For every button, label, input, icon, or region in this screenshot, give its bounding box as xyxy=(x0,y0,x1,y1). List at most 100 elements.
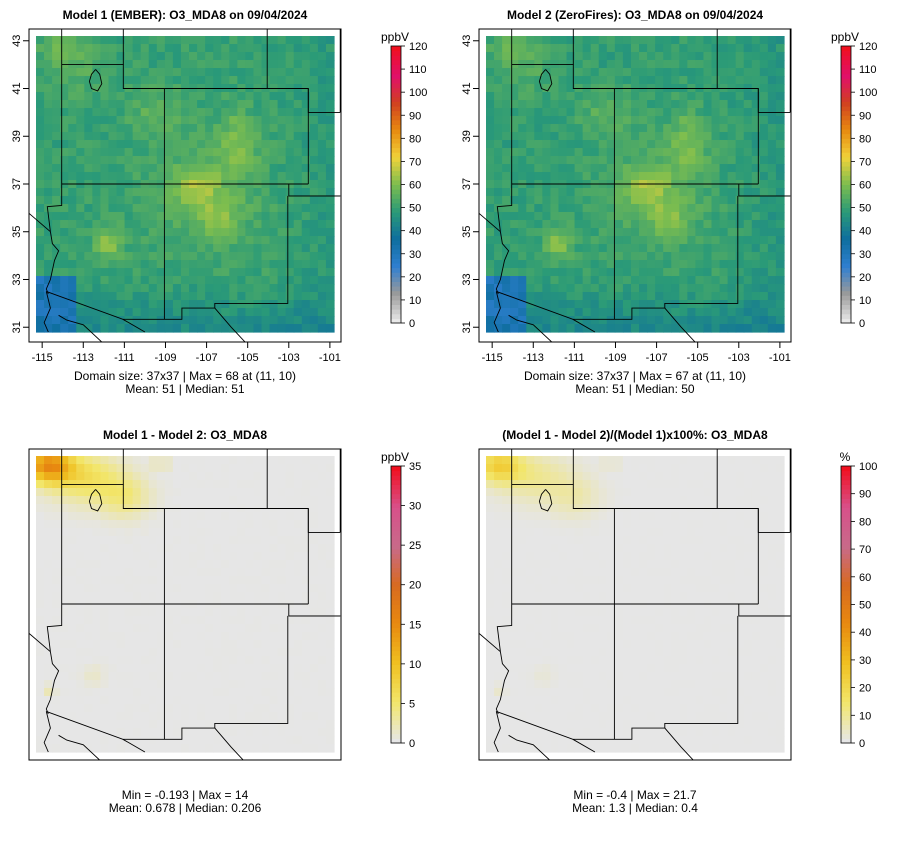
heatmap-cell xyxy=(165,324,174,333)
heatmap-cell xyxy=(245,116,254,125)
heatmap-cell xyxy=(294,672,303,681)
heatmap-cell xyxy=(141,124,150,133)
heatmap-cell xyxy=(100,116,109,125)
heatmap-cell xyxy=(663,44,672,53)
heatmap-cell xyxy=(534,124,543,133)
heatmap-cell xyxy=(108,576,117,585)
heatmap-cell xyxy=(125,44,134,53)
heatmap-cell xyxy=(486,616,495,625)
heatmap-cell xyxy=(237,528,246,537)
heatmap-cell xyxy=(36,456,45,465)
heatmap-cell xyxy=(262,672,271,681)
heatmap-cell xyxy=(221,148,230,157)
colorbar-segment xyxy=(391,701,401,706)
heatmap-cell xyxy=(229,528,238,537)
heatmap-cell xyxy=(760,252,769,261)
heatmap-cell xyxy=(494,552,503,561)
heatmap-cell xyxy=(518,464,527,473)
heatmap-cell xyxy=(752,188,761,197)
heatmap-cell xyxy=(245,276,254,285)
heatmap-cell xyxy=(567,456,576,465)
heatmap-cell xyxy=(237,536,246,545)
heatmap-cell xyxy=(133,480,142,489)
heatmap-cell xyxy=(245,76,254,85)
colorbar-segment xyxy=(841,148,851,153)
heatmap-cell xyxy=(189,236,198,245)
colorbar-tick-label: 120 xyxy=(409,41,427,53)
heatmap-cell xyxy=(84,688,93,697)
heatmap-cell xyxy=(108,608,117,617)
colorbar-segment xyxy=(841,157,851,162)
heatmap-cell xyxy=(189,76,198,85)
colorbar-segment xyxy=(841,314,851,319)
heatmap-cell xyxy=(615,300,624,309)
heatmap-cell xyxy=(302,616,311,625)
heatmap-cell xyxy=(229,92,238,101)
heatmap-cell xyxy=(318,252,327,261)
heatmap-cell xyxy=(173,608,182,617)
heatmap-cell xyxy=(278,60,287,69)
heatmap-cell xyxy=(149,616,158,625)
heatmap-cell xyxy=(671,228,680,237)
heatmap-cell xyxy=(221,688,230,697)
heatmap-cell xyxy=(302,568,311,577)
heatmap-cell xyxy=(92,552,101,561)
heatmap-cell xyxy=(108,640,117,649)
heatmap-cell xyxy=(245,172,254,181)
heatmap-cell xyxy=(92,228,101,237)
heatmap-cell xyxy=(157,496,166,505)
heatmap-cell xyxy=(286,116,295,125)
heatmap-cell xyxy=(631,196,640,205)
heatmap-cell xyxy=(149,132,158,141)
heatmap-cell xyxy=(526,276,535,285)
heatmap-cell xyxy=(326,608,335,617)
heatmap-cell xyxy=(262,228,271,237)
heatmap-cell xyxy=(117,496,126,505)
colorbar-segment xyxy=(841,138,851,143)
heatmap-cell xyxy=(100,592,109,601)
heatmap-cell xyxy=(100,536,109,545)
heatmap-cell xyxy=(302,456,311,465)
heatmap-cell xyxy=(558,84,567,93)
heatmap-cell xyxy=(294,108,303,117)
heatmap-cell xyxy=(125,464,134,473)
heatmap-cell xyxy=(108,316,117,325)
heatmap-cell xyxy=(310,632,319,641)
heatmap-cell xyxy=(221,292,230,301)
heatmap-cell xyxy=(84,624,93,633)
heatmap-cell xyxy=(205,744,214,753)
heatmap-cell xyxy=(68,728,77,737)
heatmap-cell xyxy=(768,252,777,261)
heatmap-cell xyxy=(575,308,584,317)
heatmap-cell xyxy=(494,664,503,673)
heatmap-cell xyxy=(108,536,117,545)
heatmap-cell xyxy=(639,292,648,301)
heatmap-cell xyxy=(92,164,101,173)
heatmap-cell xyxy=(526,696,535,705)
heatmap-cell xyxy=(768,244,777,253)
heatmap-cell xyxy=(76,100,85,109)
heatmap-cell xyxy=(149,624,158,633)
heatmap-cell xyxy=(679,196,688,205)
heatmap-cell xyxy=(679,220,688,229)
heatmap-cell xyxy=(245,124,254,133)
heatmap-cell xyxy=(286,640,295,649)
heatmap-cell xyxy=(141,164,150,173)
heatmap-cell xyxy=(518,624,527,633)
heatmap-cell xyxy=(100,172,109,181)
heatmap-cell xyxy=(286,292,295,301)
heatmap-cell xyxy=(615,284,624,293)
heatmap-cell xyxy=(100,100,109,109)
heatmap-cell xyxy=(695,108,704,117)
heatmap-cell xyxy=(671,44,680,53)
heatmap-cell xyxy=(310,712,319,721)
heatmap-cell xyxy=(631,156,640,165)
heatmap-cell xyxy=(245,268,254,277)
colorbar-segment xyxy=(391,106,401,111)
heatmap-cell xyxy=(44,560,53,569)
heatmap-cell xyxy=(253,672,262,681)
heatmap-cell xyxy=(149,220,158,229)
colorbar-segment xyxy=(391,138,401,143)
heatmap-cell xyxy=(286,204,295,213)
heatmap-cell xyxy=(262,292,271,301)
